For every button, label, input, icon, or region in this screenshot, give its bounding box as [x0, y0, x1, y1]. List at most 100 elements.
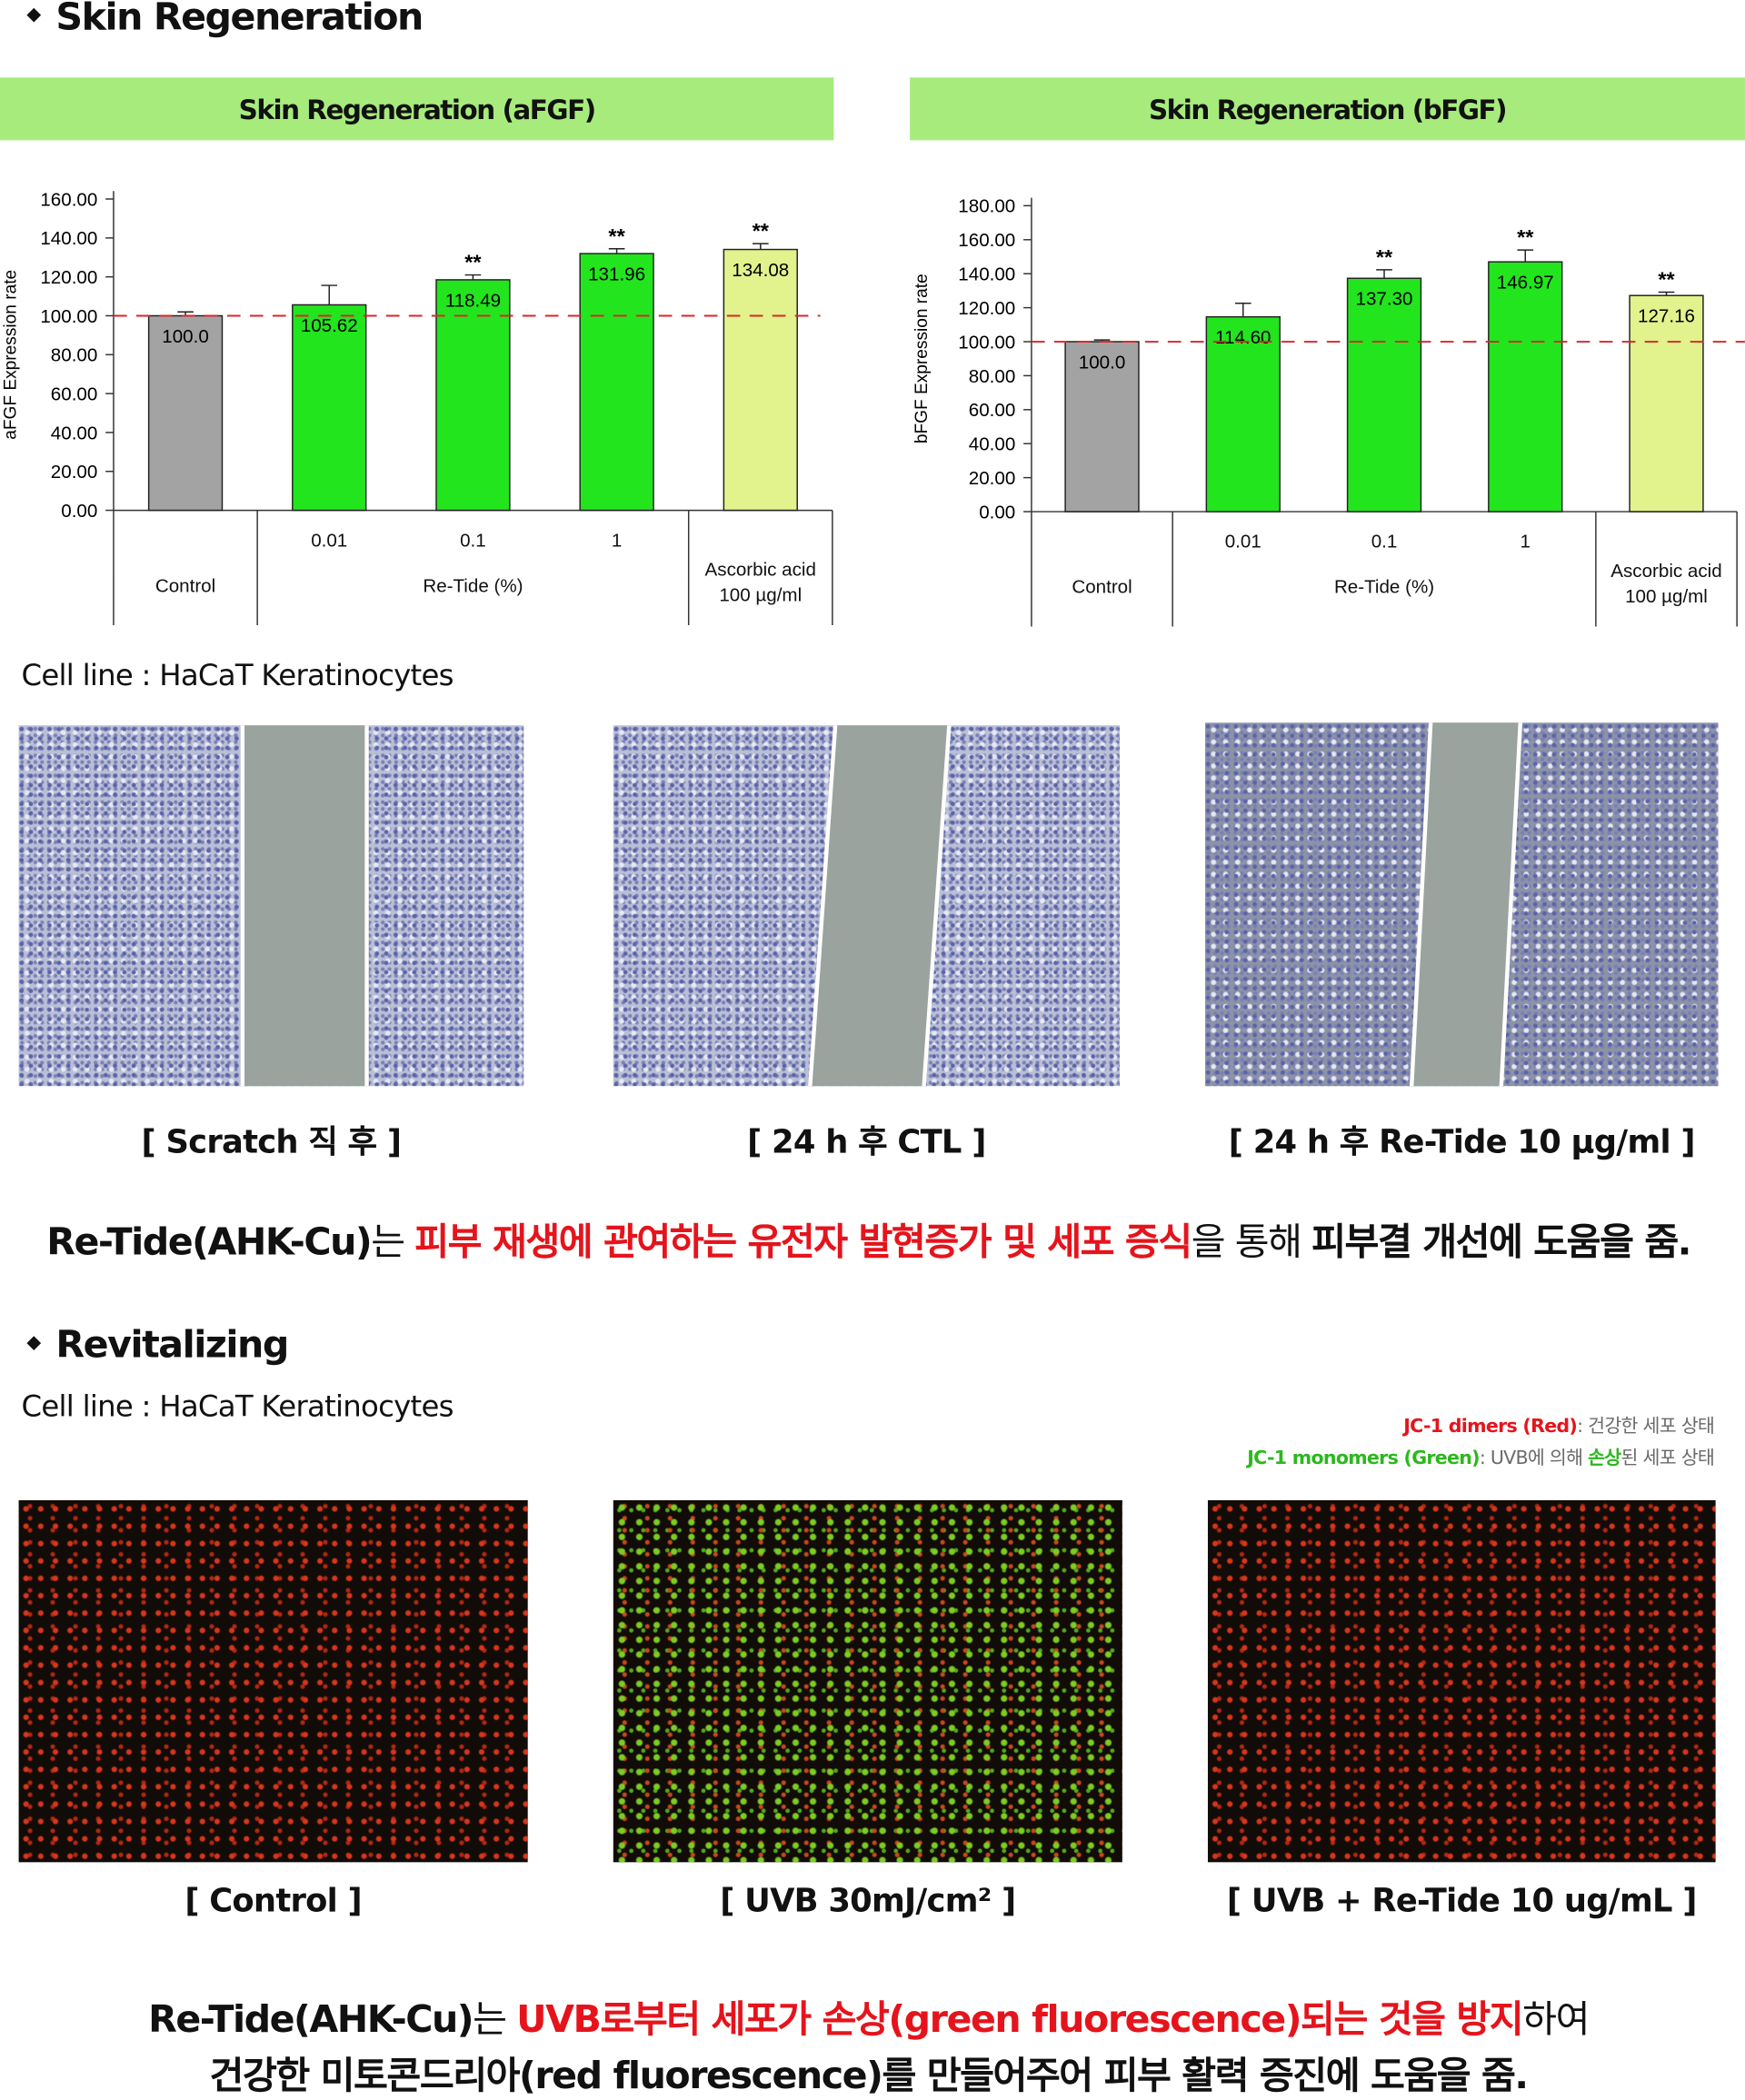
image-caption: [ Control ]	[184, 1882, 362, 1920]
significance: **	[1517, 225, 1534, 249]
bar	[1488, 261, 1563, 513]
section-heading: Skin Regeneration	[26, 0, 424, 39]
cell-line: Cell line : HaCaT Keratinocytes	[21, 660, 454, 693]
value-label: 131.96	[588, 264, 645, 284]
x-tick-label: 0.1	[1371, 530, 1398, 552]
fluorescence-image	[1207, 1499, 1716, 1863]
scratch-band	[240, 725, 369, 1087]
summary-text: Re-Tide(AHK-Cu)	[148, 1996, 474, 2042]
legend-label: JC-1 dimers (Red)	[1403, 1416, 1578, 1438]
chart: aFGF Expression rate 0.00 20.00 40.00 60.00 8…	[0, 174, 833, 634]
value-label: 100.0	[1079, 352, 1126, 373]
summary-text: Re-Tide(AHK-Cu)	[46, 1219, 372, 1264]
value-label: 114.60	[1215, 327, 1271, 348]
y-tick-label: 20.00	[969, 468, 1016, 489]
x-tick-label: 0.01	[1224, 530, 1261, 552]
y-tick-label: 140.00	[40, 228, 97, 249]
legend-text: : UVB에 의해	[1479, 1448, 1589, 1470]
legend: JC-1 dimers (Red): 건강한 세포 상태 JC-1 monome…	[1247, 1410, 1715, 1475]
legend-label: JC-1 monomers (Green)	[1247, 1448, 1480, 1470]
section-heading: Revitalizing	[26, 1322, 289, 1367]
legend-entry: JC-1 dimers (Red): 건강한 세포 상태	[1247, 1410, 1715, 1442]
y-tick-label: 180.00	[958, 196, 1015, 217]
summary: Re-Tide(AHK-Cu)는 UVB로부터 세포가 손상(green flu…	[0, 1990, 1737, 2044]
value-label: 105.62	[301, 315, 358, 336]
value-label: 146.97	[1497, 273, 1554, 294]
x-tick-label: 1	[611, 529, 623, 551]
y-tick-label: 100.00	[40, 306, 97, 327]
y-tick-label: 160.00	[958, 230, 1015, 251]
x-tick-label: 0.01	[311, 529, 348, 551]
y-tick-label: 80.00	[51, 345, 98, 366]
legend-entry: JC-1 monomers (Green): UVB에 의해 손상된 세포 상태	[1247, 1443, 1715, 1475]
fluorescence-image	[18, 1499, 528, 1863]
bar	[435, 279, 511, 512]
x-group-label: Re-Tide (%)	[423, 574, 524, 596]
y-tick-label: 140.00	[958, 264, 1015, 285]
y-axis-label: aFGF Expression rate	[2, 270, 21, 440]
bar	[579, 253, 654, 512]
y-tick-label: 0.00	[979, 502, 1015, 523]
scratch-image	[613, 725, 1120, 1087]
x-tick-label: Ascorbic acid 100 µg/ml	[704, 558, 816, 605]
chart-svg: aFGF Expression rate 0.00 20.00 40.00 60.00 8…	[2, 189, 833, 626]
y-tick-label: 80.00	[969, 366, 1016, 387]
summary: Re-Tide(AHK-Cu)는 피부 재생에 관여하는 유전자 발현증가 및 …	[0, 1213, 1737, 1267]
summary-text: 을 통해	[1191, 1219, 1312, 1264]
scratch-image	[1205, 722, 1719, 1087]
y-tick-label: 40.00	[969, 434, 1016, 455]
x-tick-label: Control	[155, 574, 216, 596]
x-tick-label: 1	[1520, 530, 1531, 552]
summary: 건강한 미토콘드리아(red fluorescence)를 만들어주어 피부 활…	[0, 2046, 1737, 2100]
bar	[147, 314, 224, 512]
bar	[1346, 277, 1422, 513]
value-label: 134.08	[732, 260, 789, 281]
y-tick-label: 40.00	[51, 423, 98, 443]
y-axis-label: bFGF Expression rate	[912, 274, 932, 443]
x-tick-label: 0.1	[460, 529, 486, 551]
cell-line: Cell line : HaCaT Keratinocytes	[21, 1390, 454, 1425]
chart: bFGF Expression rate 0.00 20.00 40.00 60.00 8…	[909, 174, 1745, 634]
legend-text: : 건강한 세포 상태	[1577, 1416, 1715, 1438]
significance: **	[1658, 268, 1675, 292]
summary-text: 는	[371, 1219, 415, 1264]
scratch-image	[18, 725, 524, 1087]
x-group-label: Re-Tide (%)	[1333, 575, 1435, 598]
bar	[1064, 341, 1140, 513]
significance: **	[753, 219, 770, 243]
x-tick-label: Ascorbic acid 100 µg/ml	[1610, 559, 1722, 607]
y-tick-label: 20.00	[51, 462, 98, 483]
summary-text: 는	[473, 1996, 517, 2042]
significance: **	[1376, 245, 1393, 269]
significance: **	[608, 224, 625, 248]
image-caption: [ UVB 30mJ/cm² ]	[720, 1882, 1016, 1920]
chart-title: Skin Regeneration (bFGF)	[910, 77, 1745, 141]
y-tick-label: 60.00	[51, 383, 98, 404]
image-caption: [ Scratch 직 후 ]	[141, 1123, 402, 1161]
bar	[723, 248, 798, 512]
image-caption: [ 24 h 후 CTL ]	[747, 1123, 986, 1161]
significance: **	[464, 251, 482, 274]
fluorescence-image	[613, 1499, 1122, 1863]
y-tick-label: 60.00	[969, 400, 1016, 421]
summary-text: 하여	[1522, 1996, 1590, 2042]
summary-text: 피부결 개선에 도움을 줌.	[1311, 1219, 1691, 1264]
bar	[292, 304, 367, 512]
value-label: 137.30	[1356, 289, 1413, 310]
scratch-band	[1408, 722, 1524, 1087]
value-label: 118.49	[445, 290, 501, 311]
legend-highlight: 손상	[1588, 1448, 1621, 1470]
bar	[1629, 294, 1704, 513]
chart-title: Skin Regeneration (aFGF)	[0, 77, 834, 141]
x-tick-label: Control	[1072, 575, 1132, 598]
summary-highlight: 피부 재생에 관여하는 유전자 발현증가 및 세포 증식	[414, 1219, 1192, 1264]
summary-highlight: UVB로부터 세포가 손상(green fluorescence)되는 것을 방…	[516, 1996, 1523, 2042]
value-label: 127.16	[1638, 306, 1695, 327]
image-caption: [ UVB + Re-Tide 10 ug/mL ]	[1226, 1882, 1697, 1920]
image-caption: [ 24 h 후 Re-Tide 10 µg/ml ]	[1228, 1123, 1696, 1161]
value-label: 100.0	[162, 326, 208, 347]
y-tick-label: 100.00	[958, 332, 1015, 353]
